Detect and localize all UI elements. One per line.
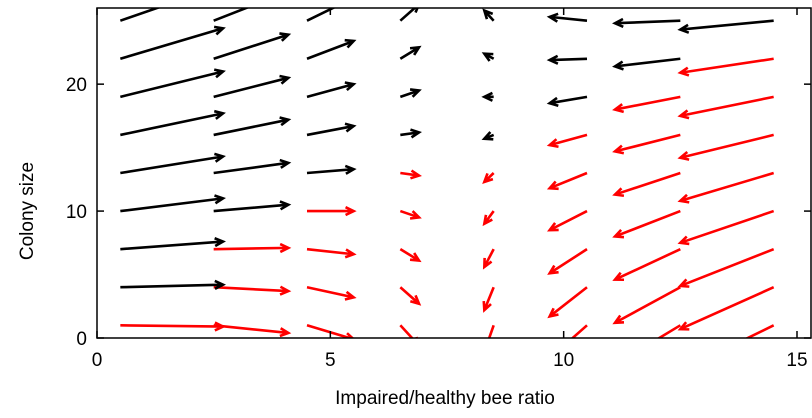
- arrow: [120, 279, 226, 290]
- arrow: [546, 171, 588, 191]
- arrow: [677, 247, 775, 288]
- arrow: [120, 321, 226, 332]
- arrow: [306, 81, 357, 99]
- arrow: [482, 210, 495, 227]
- arrow: [213, 116, 292, 137]
- arrow: [119, 8, 161, 22]
- arrow: [306, 38, 357, 60]
- arrow: [612, 247, 681, 282]
- arrow: [482, 248, 495, 270]
- arrow: [677, 57, 774, 77]
- arrow: [306, 122, 357, 137]
- arrow: [612, 57, 681, 71]
- arrow: [120, 68, 226, 99]
- arrow: [481, 131, 495, 141]
- arrow: [677, 95, 774, 120]
- arrow: [547, 209, 588, 232]
- arrow: [399, 88, 422, 99]
- arrow: [213, 285, 292, 296]
- arrow: [120, 237, 226, 251]
- arrow: [307, 205, 357, 217]
- arrow: [399, 248, 422, 263]
- arrow: [570, 324, 588, 338]
- arrow: [306, 247, 357, 259]
- x-tick-label: 5: [325, 350, 336, 371]
- arrow: [677, 209, 775, 246]
- y-tick-label: 0: [76, 329, 87, 350]
- arrow: [482, 172, 495, 184]
- y-tick-label: 20: [66, 75, 87, 96]
- arrow-layer: [119, 8, 775, 338]
- arrow: [612, 17, 681, 29]
- arrow: [547, 286, 588, 319]
- arrow: [482, 286, 495, 313]
- arrow: [120, 152, 226, 175]
- arrow: [400, 128, 422, 139]
- arrow: [612, 286, 681, 325]
- arrow: [119, 25, 226, 61]
- arrow: [399, 209, 422, 220]
- arrow: [744, 324, 775, 338]
- arrow: [399, 8, 419, 22]
- x-tick-label: 15: [786, 350, 807, 371]
- arrow: [399, 45, 422, 60]
- arrow: [213, 8, 250, 22]
- x-axis-label: Impaired/healthy bee ratio: [335, 388, 555, 409]
- arrow: [546, 54, 588, 65]
- arrow: [306, 285, 357, 301]
- arrow: [612, 95, 681, 114]
- arrow: [399, 324, 419, 338]
- y-tick-label: 10: [66, 202, 87, 223]
- arrow: [213, 32, 292, 61]
- arrow: [481, 91, 494, 102]
- x-tick-label: 0: [92, 350, 103, 371]
- arrow: [546, 95, 588, 107]
- arrow: [213, 242, 292, 254]
- y-axis-label: Colony size: [17, 162, 38, 260]
- arrow: [482, 8, 495, 22]
- arrow: [612, 209, 681, 239]
- plot-frame: [96, 7, 812, 339]
- arrow: [656, 324, 682, 338]
- arrow: [213, 200, 292, 213]
- arrow: [677, 286, 775, 331]
- arrow: [547, 248, 588, 275]
- arrow: [677, 171, 775, 204]
- arrow: [120, 109, 226, 137]
- arrow: [546, 12, 588, 23]
- arrow: [213, 158, 292, 175]
- arrow: [677, 133, 774, 161]
- arrow: [481, 52, 495, 62]
- arrow: [546, 133, 588, 149]
- x-tick-label: 10: [553, 350, 574, 371]
- arrow: [399, 286, 422, 306]
- arrow: [213, 324, 292, 338]
- arrow: [400, 169, 422, 180]
- arrow: [487, 324, 495, 338]
- arrow: [120, 194, 226, 213]
- arrow: [612, 133, 681, 155]
- arrow: [677, 19, 774, 34]
- arrow: [306, 164, 357, 175]
- arrow: [612, 171, 681, 198]
- arrow: [213, 74, 292, 99]
